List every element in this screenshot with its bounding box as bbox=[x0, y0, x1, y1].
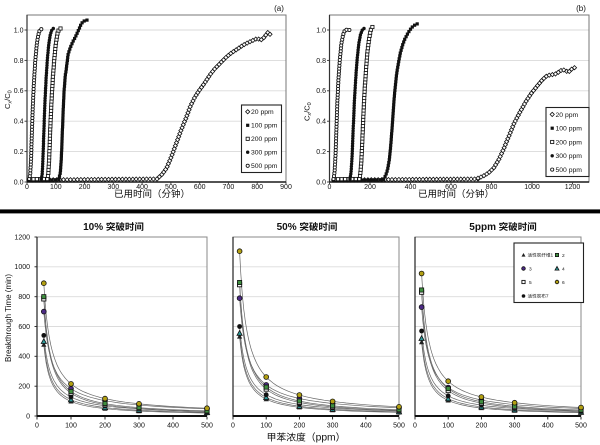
svg-text:20 ppm: 20 ppm bbox=[251, 109, 274, 116]
svg-text:300: 300 bbox=[107, 184, 119, 191]
svg-text:500: 500 bbox=[575, 423, 587, 430]
svg-text:0: 0 bbox=[35, 423, 39, 430]
svg-text:1200: 1200 bbox=[565, 184, 581, 191]
svg-text:300: 300 bbox=[327, 423, 339, 430]
svg-text:10%: 10% bbox=[83, 222, 103, 233]
svg-text:500: 500 bbox=[165, 184, 177, 191]
svg-text:100: 100 bbox=[50, 184, 62, 191]
svg-text:600: 600 bbox=[18, 324, 30, 331]
svg-text:0: 0 bbox=[413, 423, 417, 430]
svg-text:200 ppm: 200 ppm bbox=[556, 139, 583, 146]
svg-text:Cx/C0: Cx/C0 bbox=[3, 90, 14, 109]
svg-text:700: 700 bbox=[223, 184, 235, 191]
svg-text:1200: 1200 bbox=[14, 234, 30, 241]
svg-text:0.6: 0.6 bbox=[316, 88, 326, 95]
svg-text:7: 7 bbox=[546, 294, 549, 300]
svg-text:100: 100 bbox=[442, 423, 454, 430]
svg-text:100 ppm: 100 ppm bbox=[251, 123, 278, 130]
svg-text:1000: 1000 bbox=[14, 264, 30, 271]
svg-text:0.8: 0.8 bbox=[316, 58, 326, 65]
svg-text:900: 900 bbox=[280, 184, 292, 191]
svg-text:1.0: 1.0 bbox=[14, 27, 24, 34]
svg-text:400: 400 bbox=[542, 423, 554, 430]
svg-text:100: 100 bbox=[260, 423, 272, 430]
svg-text:20 ppm: 20 ppm bbox=[556, 112, 579, 119]
svg-text:1.0: 1.0 bbox=[316, 27, 326, 34]
svg-text:400: 400 bbox=[167, 423, 179, 430]
svg-text:0.2: 0.2 bbox=[316, 149, 326, 156]
svg-text:0.4: 0.4 bbox=[14, 119, 24, 126]
svg-text:0.2: 0.2 bbox=[14, 149, 24, 156]
svg-text:0: 0 bbox=[231, 423, 235, 430]
svg-text:200: 200 bbox=[18, 384, 30, 391]
svg-text:800: 800 bbox=[251, 184, 263, 191]
svg-text:500 ppm: 500 ppm bbox=[251, 163, 278, 170]
svg-text:0.0: 0.0 bbox=[14, 179, 24, 186]
svg-text:0: 0 bbox=[25, 184, 29, 191]
svg-text:0.8: 0.8 bbox=[14, 58, 24, 65]
svg-text:3: 3 bbox=[529, 266, 532, 272]
svg-text:500: 500 bbox=[201, 423, 213, 430]
svg-text:0: 0 bbox=[328, 184, 332, 191]
svg-text:200: 200 bbox=[364, 184, 376, 191]
svg-text:500: 500 bbox=[393, 423, 405, 430]
svg-text:300 ppm: 300 ppm bbox=[251, 150, 278, 157]
svg-text:4: 4 bbox=[562, 266, 565, 272]
svg-text:300: 300 bbox=[509, 423, 521, 430]
svg-text:0: 0 bbox=[26, 413, 30, 420]
svg-text:200: 200 bbox=[79, 184, 91, 191]
svg-text:2: 2 bbox=[562, 253, 565, 259]
svg-text:800: 800 bbox=[486, 184, 498, 191]
svg-text:500 ppm: 500 ppm bbox=[556, 167, 583, 174]
svg-text:6: 6 bbox=[562, 280, 565, 286]
svg-text:200: 200 bbox=[99, 423, 111, 430]
svg-text:0.4: 0.4 bbox=[316, 119, 326, 126]
svg-text:800: 800 bbox=[18, 294, 30, 301]
svg-text:5: 5 bbox=[529, 280, 532, 286]
svg-text:(b): (b) bbox=[576, 4, 586, 13]
svg-text:Cx/C0: Cx/C0 bbox=[303, 102, 314, 121]
svg-text:600: 600 bbox=[445, 184, 457, 191]
svg-text:300: 300 bbox=[133, 423, 145, 430]
svg-text:200: 200 bbox=[476, 423, 488, 430]
svg-text:5ppm: 5ppm bbox=[469, 222, 496, 233]
svg-text:100: 100 bbox=[65, 423, 77, 430]
svg-text:400: 400 bbox=[360, 423, 372, 430]
svg-text:100 ppm: 100 ppm bbox=[556, 126, 583, 133]
svg-text:300 ppm: 300 ppm bbox=[556, 153, 583, 160]
svg-text:0.0: 0.0 bbox=[316, 179, 326, 186]
svg-text:400: 400 bbox=[405, 184, 417, 191]
svg-text:0.6: 0.6 bbox=[14, 88, 24, 95]
svg-text:1: 1 bbox=[551, 253, 554, 259]
svg-text:50%: 50% bbox=[277, 222, 297, 233]
svg-text:400: 400 bbox=[136, 184, 148, 191]
svg-text:600: 600 bbox=[194, 184, 206, 191]
svg-text:(a): (a) bbox=[274, 4, 284, 13]
svg-text:1000: 1000 bbox=[524, 184, 540, 191]
svg-text:200: 200 bbox=[294, 423, 306, 430]
svg-text:Breakthrough Time (min): Breakthrough Time (min) bbox=[4, 274, 13, 362]
svg-text:400: 400 bbox=[18, 354, 30, 361]
svg-text:ppm: ppm bbox=[316, 433, 336, 444]
svg-text:200 ppm: 200 ppm bbox=[251, 136, 278, 143]
